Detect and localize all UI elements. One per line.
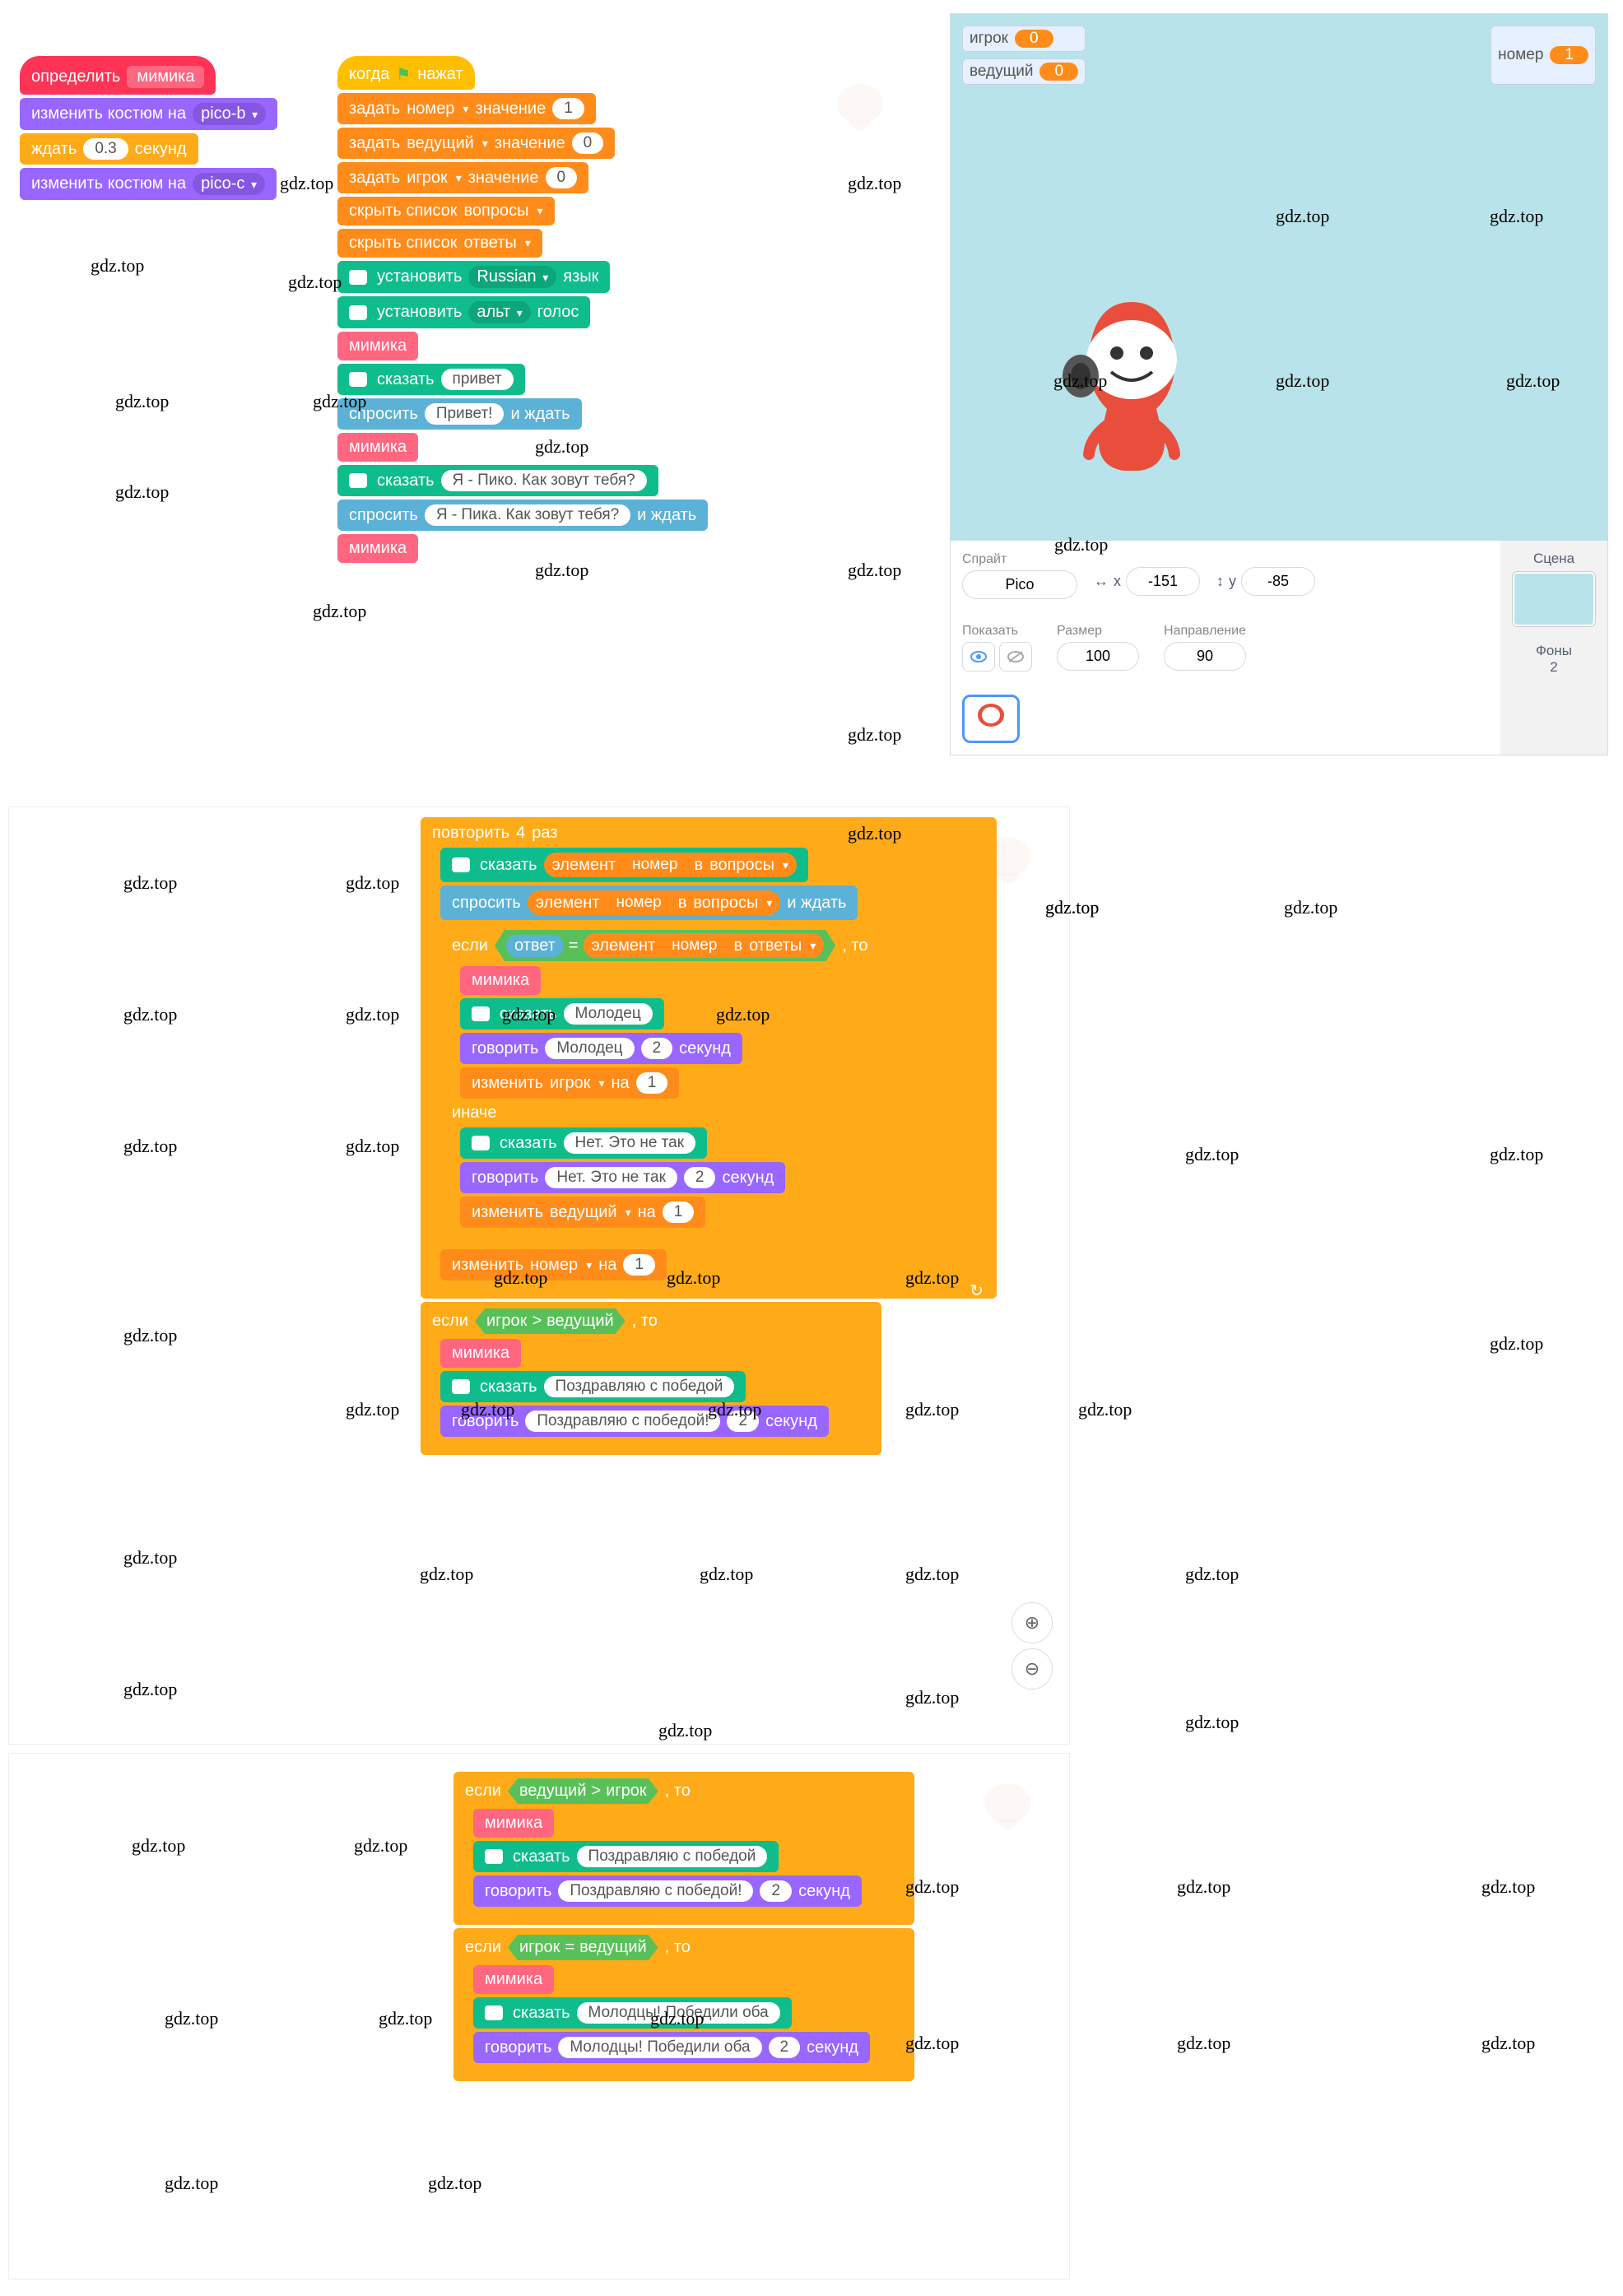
mimika-call-1[interactable]: мимика — [337, 332, 418, 360]
say-congrats-sec[interactable]: говорить Поздравляю с победой! 2 секунд — [440, 1406, 829, 1437]
flag-clicked-hat[interactable]: когда ⚑ нажат — [337, 56, 475, 90]
else-label[interactable]: иначе — [440, 1100, 967, 1126]
tts-icon — [485, 1849, 503, 1864]
zoom-out-button[interactable]: ⊖ — [1011, 1648, 1053, 1689]
change-host[interactable]: изменить ведущий▾ на 1 — [460, 1197, 705, 1228]
stage-panel: игрок 0 ведущий 0 номер 1 — [950, 13, 1608, 755]
tts-icon — [452, 1379, 470, 1394]
if-player-wins[interactable]: если игрок > ведущий , то — [421, 1305, 881, 1337]
tts-icon — [349, 473, 367, 488]
say-congrats[interactable]: сказать Поздравляю с победой — [440, 1371, 746, 1402]
ask-question[interactable]: спросить элемент номер в вопросы▾ и ждат… — [440, 885, 858, 920]
tts-icon — [349, 372, 367, 387]
if-tie[interactable]: если игрок = ведущий , то — [453, 1931, 914, 1964]
hide-list-q[interactable]: скрыть список вопросы▾ — [337, 197, 555, 225]
if-answer-correct[interactable]: если ответ = элемент номер в ответы▾ — [440, 927, 967, 964]
say-intro[interactable]: сказать Я - Пико. Как зовут тебя? — [337, 465, 658, 496]
scene-label: Сцена — [1510, 551, 1597, 567]
sprite-label: Спрайт — [962, 552, 1077, 567]
show-button[interactable] — [962, 642, 995, 672]
say-bad-sec[interactable]: говорить Нет. Это не так 2 секунд — [460, 1162, 785, 1193]
sprite-thumb[interactable] — [962, 695, 1020, 743]
pico-watermark-icon — [979, 1778, 1036, 1856]
define-hat[interactable]: определить мимика — [20, 56, 216, 95]
repeat-block[interactable]: повторить 4 раз — [421, 820, 997, 846]
say-question[interactable]: сказать элемент номер в вопросы▾ — [440, 848, 808, 882]
sprite-y-input[interactable] — [1241, 567, 1315, 596]
if-host-wins[interactable]: если ведущий > игрок , то — [453, 1775, 914, 1807]
zoom-controls: ⊕ ⊖ — [1011, 1597, 1053, 1694]
ask-hi[interactable]: спросить Привет! и ждать — [337, 398, 582, 430]
tts-icon — [349, 270, 367, 285]
repeat-stack[interactable]: повторить 4 раз сказать элемент номер в … — [421, 816, 997, 1457]
tts-icon — [472, 1006, 490, 1021]
section3-stack[interactable]: если ведущий > игрок , то мимика сказать… — [453, 1770, 914, 2083]
stage[interactable]: игрок 0 ведущий 0 номер 1 — [951, 14, 1607, 541]
mimika-call[interactable]: мимика — [473, 1965, 554, 1994]
main-stack[interactable]: когда ⚑ нажат задать номер▾ значение 1 з… — [337, 54, 708, 565]
zoom-in-button[interactable]: ⊕ — [1011, 1602, 1053, 1643]
loop-arrow-icon: ↻ — [970, 1280, 984, 1301]
tts-icon — [485, 2006, 503, 2020]
scene-panel: Сцена Фоны 2 — [1500, 541, 1607, 755]
monitor-nomer[interactable]: номер 1 — [1490, 26, 1596, 85]
eye-off-icon — [1007, 651, 1024, 662]
tts-voice[interactable]: установить альт ▾ голос — [337, 296, 590, 328]
say-hi[interactable]: сказать привет — [337, 364, 525, 395]
xy-arrows-icon: ↔ — [1094, 573, 1109, 590]
hide-button[interactable] — [999, 642, 1032, 672]
define-stack[interactable]: определить мимика изменить костюм на pic… — [20, 54, 277, 202]
monitor-player[interactable]: игрок 0 — [962, 26, 1086, 52]
say-both[interactable]: сказать Молодцы! Победили оба — [473, 1997, 792, 2029]
say-good[interactable]: сказать Молодец — [460, 998, 664, 1029]
tts-icon — [349, 305, 367, 320]
sprite-name-input[interactable] — [962, 570, 1077, 599]
say-congrats2[interactable]: сказать Поздравляю с победой — [473, 1841, 779, 1872]
y-arrows-icon: ↕ — [1216, 573, 1224, 590]
set-nomer[interactable]: задать номер▾ значение 1 — [337, 93, 596, 124]
sprite-dir-input[interactable] — [1164, 642, 1246, 671]
set-player[interactable]: задать игрок▾ значение 0 — [337, 162, 588, 193]
mimika-call-2[interactable]: мимика — [337, 433, 418, 462]
pico-sprite[interactable] — [1049, 294, 1214, 488]
mimika-call[interactable]: мимика — [440, 1339, 521, 1368]
switch-costume-c[interactable]: изменить костюм на pico-c ▾ — [20, 168, 277, 200]
sprite-size-input[interactable] — [1057, 642, 1139, 671]
monitor-host[interactable]: ведущий 0 — [962, 58, 1086, 85]
sprite-info-panel: Спрайт ↔ x ↕ y Показать — [951, 541, 1500, 755]
say-both-sec[interactable]: говорить Молодцы! Победили оба 2 секунд — [473, 2032, 870, 2063]
say-bad[interactable]: сказать Нет. Это не так — [460, 1127, 707, 1159]
say-congrats2-sec[interactable]: говорить Поздравляю с победой! 2 секунд — [473, 1875, 862, 1907]
eye-icon — [970, 651, 987, 662]
sprite-x-input[interactable] — [1126, 567, 1200, 596]
say-good-sec[interactable]: говорить Молодец 2 секунд — [460, 1033, 742, 1064]
pico-watermark-icon — [831, 79, 889, 156]
flag-icon: ⚑ — [396, 64, 411, 85]
change-player[interactable]: изменить игрок▾ на 1 — [460, 1067, 679, 1099]
tts-lang[interactable]: установить Russian ▾ язык — [337, 261, 610, 293]
mimika-call[interactable]: мимика — [473, 1809, 554, 1838]
tts-icon — [452, 858, 470, 872]
define-label: определить — [31, 67, 120, 86]
hide-list-a[interactable]: скрыть список ответы▾ — [337, 229, 542, 258]
change-nomer[interactable]: изменить номер▾ на 1 — [440, 1249, 667, 1280]
tts-icon — [472, 1136, 490, 1150]
define-name: мимика — [127, 66, 204, 88]
mimika-call[interactable]: мимика — [460, 966, 541, 995]
switch-costume-b[interactable]: изменить костюм на pico-b ▾ — [20, 98, 277, 130]
wait-block[interactable]: ждать 0.3 секунд — [20, 133, 198, 165]
scene-thumb[interactable] — [1513, 572, 1595, 626]
set-host[interactable]: задать ведущий▾ значение 0 — [337, 128, 615, 159]
mimika-call-3[interactable]: мимика — [337, 534, 418, 563]
ask-intro[interactable]: спросить Я - Пика. Как зовут тебя? и жда… — [337, 500, 708, 531]
